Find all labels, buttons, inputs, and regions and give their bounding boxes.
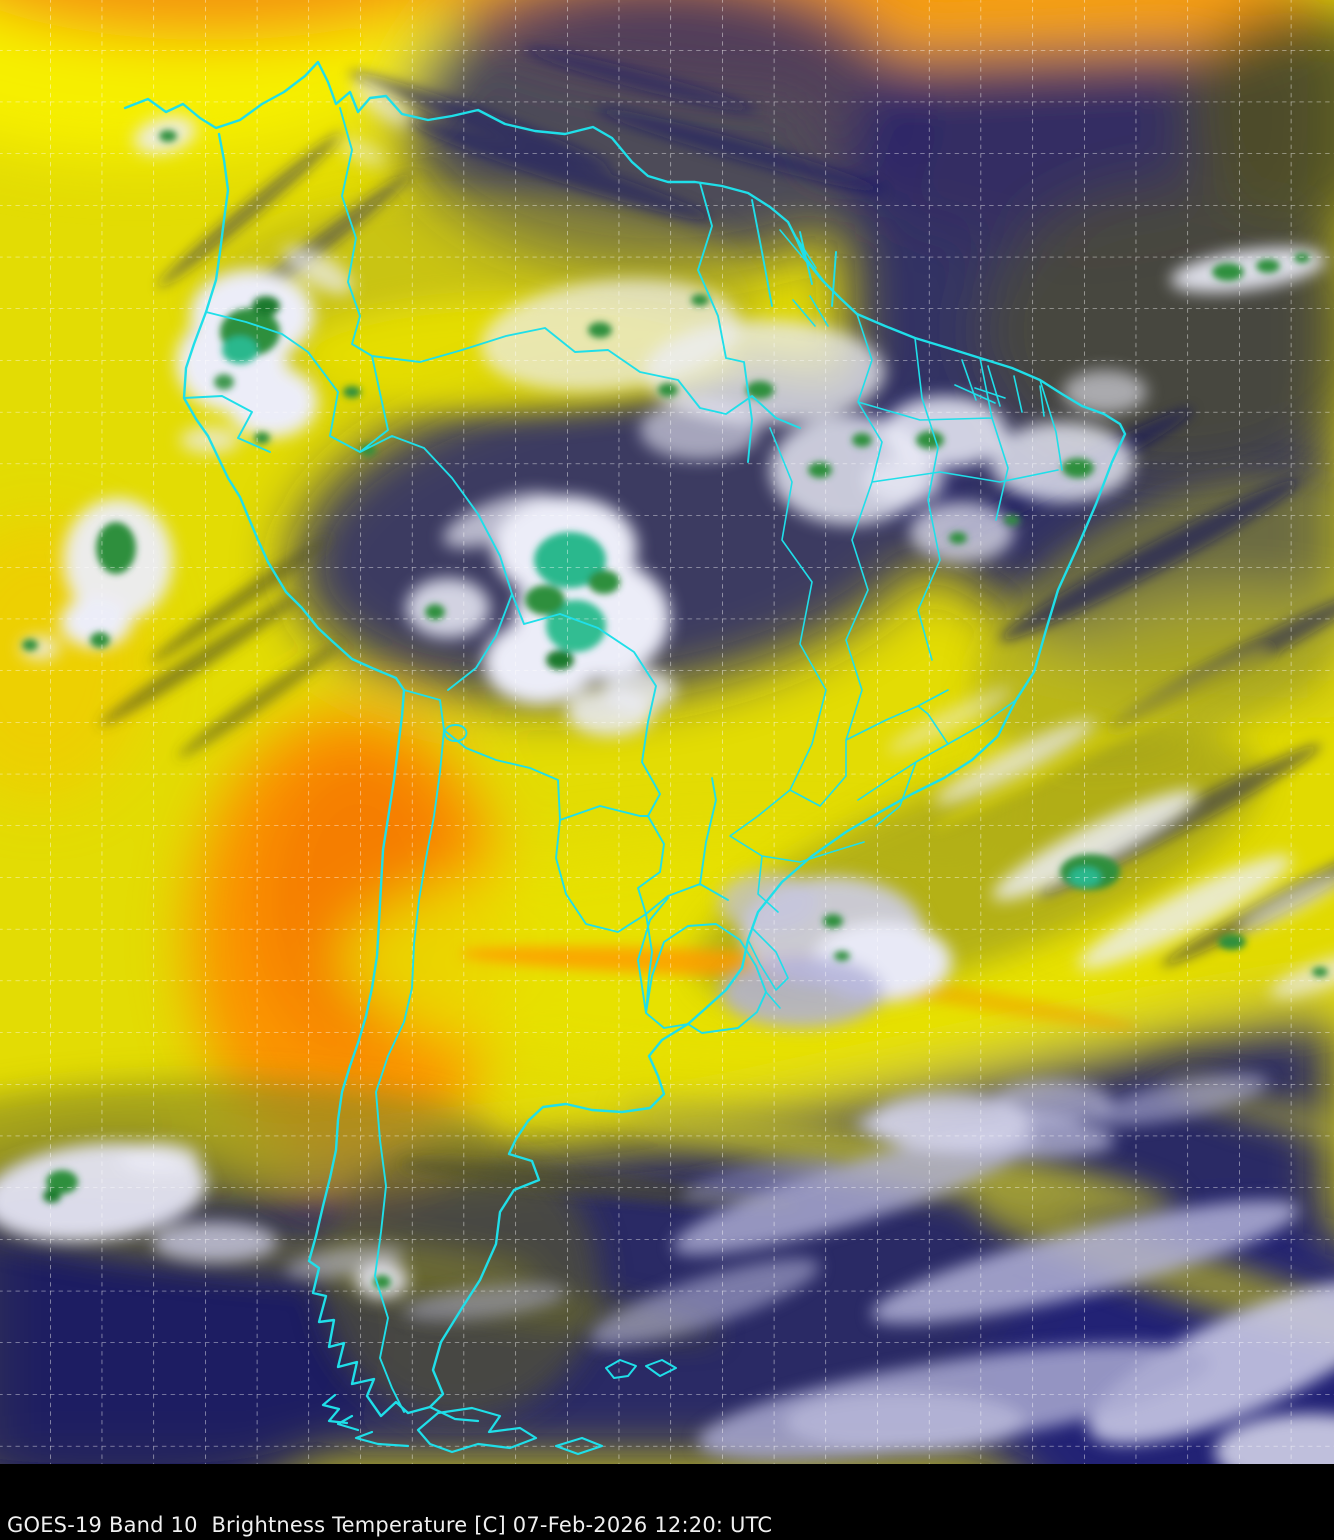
caption-text: GOES-19 Band 10 Brightness Temperature [… [7,1513,773,1537]
river-deltas [779,221,1045,417]
graticule [0,0,1334,1464]
tierra-del-fuego-islands [321,1393,604,1456]
satellite-map [0,0,1334,1464]
coastline [123,60,1127,1418]
caption-bar: GOES-19 Band 10 Brightness Temperature [… [0,1464,1334,1540]
falkland-islands [605,1359,677,1379]
state-borders [729,313,1063,1009]
geography-overlay [123,60,1127,1456]
